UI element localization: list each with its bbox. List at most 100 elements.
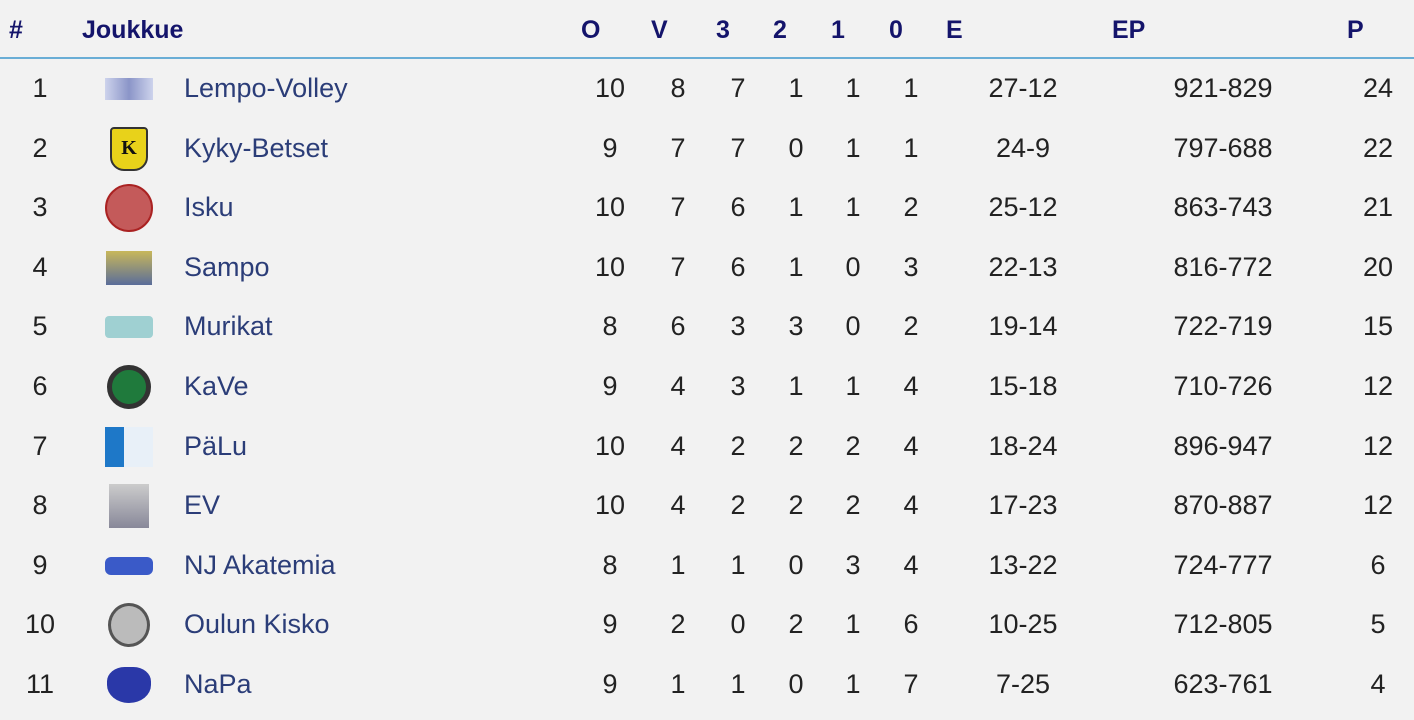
header-0: 0 — [889, 16, 903, 44]
sampo-logo — [104, 248, 154, 288]
wins-cell: 7 — [670, 192, 686, 223]
l0-cell: 4 — [903, 430, 919, 461]
sets-cell: 17-23 — [988, 490, 1058, 521]
wins-cell: 1 — [670, 549, 686, 580]
oulun-kisko-logo — [104, 603, 154, 648]
team-link[interactable]: EV — [184, 490, 221, 521]
table-row: 9 8 1 1 0 3 4 13-22 724-777 6 NJ Akatemia — [0, 536, 1414, 595]
w3-cell: 1 — [730, 549, 746, 580]
wins-cell: 6 — [670, 311, 686, 342]
points-cell: 21 — [1362, 192, 1394, 223]
team-link[interactable]: Sampo — [184, 251, 270, 282]
l0-cell: 3 — [903, 251, 919, 282]
played-cell: 9 — [602, 669, 618, 699]
played-cell: 9 — [602, 609, 618, 640]
team-link[interactable]: PäLu — [184, 430, 248, 461]
team-link[interactable]: NJ Akatemia — [184, 549, 336, 580]
points-ratio-cell: 816-772 — [1173, 251, 1273, 282]
table-row: 1 10 8 7 1 1 1 27-12 921-829 24 Lempo-Volley — [0, 59, 1414, 118]
sets-cell: 10-25 — [988, 609, 1058, 640]
played-cell: 8 — [602, 311, 618, 342]
rank-cell: 11 — [25, 669, 55, 699]
header-sets: E — [946, 16, 963, 44]
team-link[interactable]: Lempo-Volley — [184, 73, 348, 103]
team-link[interactable]: Murikat — [184, 311, 273, 342]
wins-cell: 1 — [670, 669, 686, 699]
points-cell: 6 — [1370, 549, 1386, 580]
played-cell: 10 — [594, 192, 626, 223]
l0-cell: 4 — [903, 549, 919, 580]
wins-cell: 4 — [670, 490, 686, 521]
isku-logo — [104, 184, 154, 233]
points-ratio-cell: 863-743 — [1173, 192, 1273, 223]
rank-cell: 2 — [32, 132, 48, 163]
points-cell: 24 — [1362, 73, 1394, 103]
l0-cell: 1 — [903, 132, 919, 163]
table-row: 6 9 4 3 1 1 4 15-18 710-726 12 KaVe — [0, 357, 1414, 416]
w3-cell: 7 — [730, 73, 746, 103]
header-wins: V — [651, 16, 668, 44]
points-cell: 15 — [1362, 311, 1394, 342]
rank-cell: 3 — [32, 192, 48, 223]
table-row: 5 8 6 3 3 0 2 19-14 722-719 15 Murikat — [0, 297, 1414, 356]
header-rank: # — [9, 16, 23, 44]
wins-cell: 2 — [670, 609, 686, 640]
points-ratio-cell: 896-947 — [1173, 430, 1273, 461]
team-link[interactable]: NaPa — [184, 669, 252, 699]
table-row: 7 10 4 2 2 2 4 18-24 896-947 12 PäLu — [0, 417, 1414, 476]
played-cell: 10 — [594, 490, 626, 521]
w2-cell: 0 — [788, 132, 804, 163]
l1-cell: 1 — [845, 669, 861, 699]
ev-logo — [104, 484, 154, 529]
team-link[interactable]: Oulun Kisko — [184, 609, 330, 640]
w2-cell: 1 — [788, 192, 804, 223]
team-link[interactable]: Kyky-Betset — [184, 132, 329, 163]
l0-cell: 6 — [903, 609, 919, 640]
rank-cell: 5 — [32, 311, 48, 342]
w3-cell: 2 — [730, 490, 746, 521]
rank-cell: 6 — [32, 371, 48, 401]
played-cell: 8 — [602, 549, 618, 580]
l1-cell: 1 — [845, 192, 861, 223]
nj-akatemia-logo — [104, 546, 154, 586]
wins-cell: 4 — [670, 371, 686, 401]
points-cell: 22 — [1362, 132, 1394, 163]
wins-cell: 7 — [670, 251, 686, 282]
w2-cell: 3 — [788, 311, 804, 342]
rank-cell: 1 — [32, 73, 48, 103]
rank-cell: 4 — [32, 251, 48, 282]
w2-cell: 1 — [788, 371, 804, 401]
w3-cell: 6 — [730, 251, 746, 282]
kyky-betset-logo: K — [104, 126, 154, 171]
played-cell: 10 — [594, 430, 626, 461]
points-cell: 5 — [1370, 609, 1386, 640]
table-row: 11 9 1 1 0 1 7 7-25 623-761 4 NaPa — [0, 655, 1414, 714]
points-cell: 12 — [1362, 490, 1394, 521]
points-ratio-cell: 710-726 — [1173, 371, 1273, 401]
sets-cell: 25-12 — [988, 192, 1058, 223]
table-row: 10 9 2 0 2 1 6 10-25 712-805 5 Oulun Kisko — [0, 595, 1414, 654]
rank-cell: 10 — [24, 609, 56, 640]
points-ratio-cell: 623-761 — [1173, 669, 1273, 699]
w3-cell: 1 — [730, 669, 746, 699]
team-link[interactable]: Isku — [184, 192, 234, 223]
w2-cell: 1 — [788, 251, 804, 282]
team-link[interactable]: KaVe — [184, 371, 249, 401]
murikat-logo — [104, 307, 154, 347]
played-cell: 10 — [594, 73, 626, 103]
sets-cell: 7-25 — [995, 669, 1051, 699]
table-header: # Joukkue O V 3 2 1 0 E EP P — [0, 0, 1414, 59]
header-points-ratio: EP — [1112, 16, 1146, 44]
wins-cell: 4 — [670, 430, 686, 461]
l1-cell: 1 — [845, 371, 861, 401]
w2-cell: 1 — [788, 73, 804, 103]
table-row: 8 10 4 2 2 2 4 17-23 870-887 12 EV — [0, 476, 1414, 535]
w3-cell: 3 — [730, 371, 746, 401]
l0-cell: 1 — [903, 73, 919, 103]
points-ratio-cell: 921-829 — [1173, 73, 1273, 103]
header-3: 3 — [716, 16, 730, 44]
wins-cell: 7 — [670, 132, 686, 163]
l1-cell: 2 — [845, 490, 861, 521]
sets-cell: 13-22 — [988, 549, 1058, 580]
w2-cell: 2 — [788, 490, 804, 521]
